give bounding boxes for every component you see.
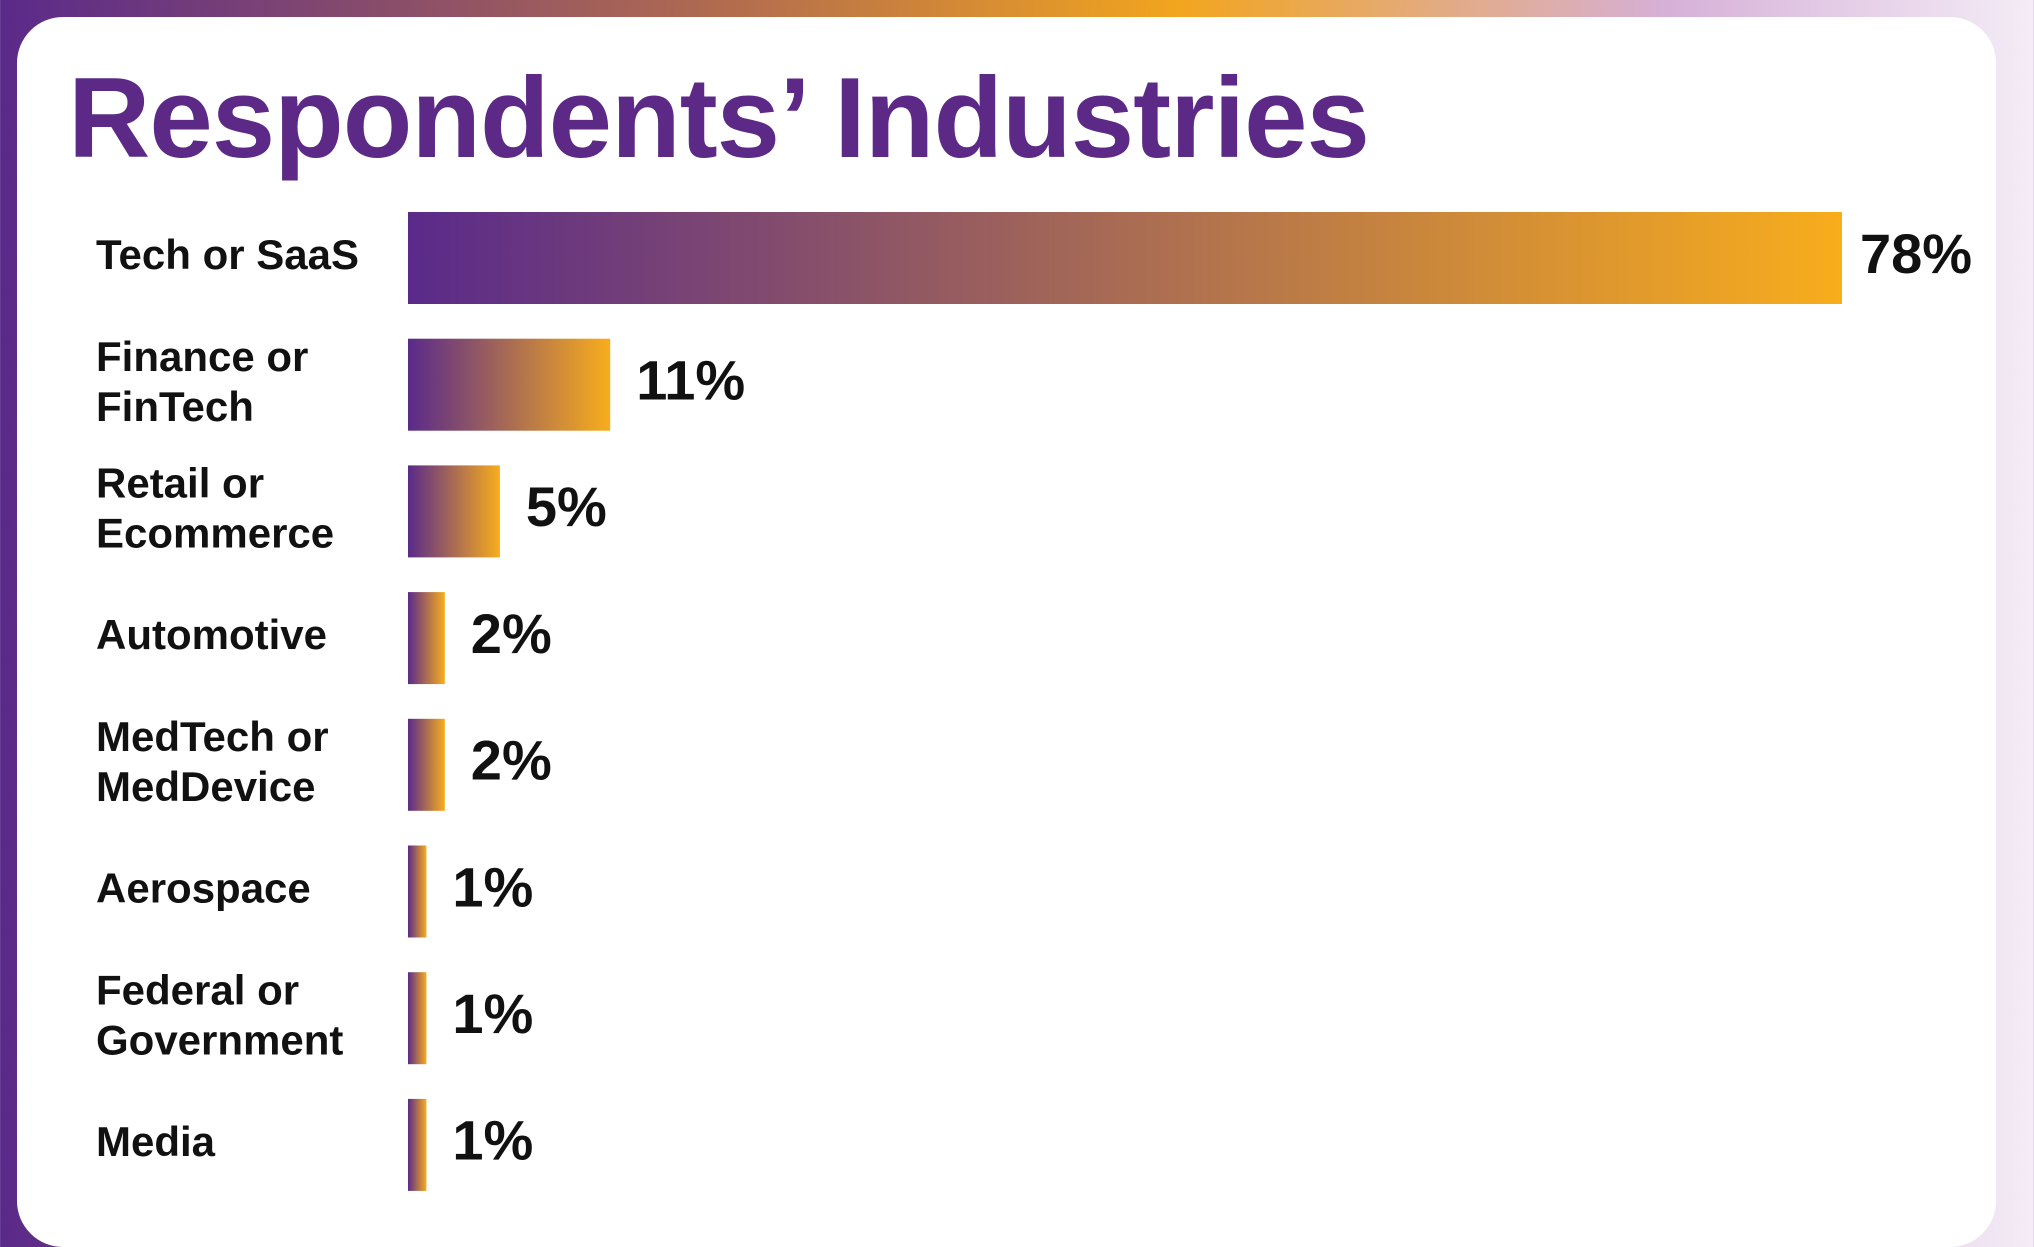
bar [408, 718, 445, 811]
value-label: 11% [636, 348, 745, 411]
bar [408, 212, 1842, 304]
category-label-line: Tech or SaaS [96, 231, 359, 278]
bar [408, 592, 445, 685]
bar [408, 338, 611, 431]
category-label: Finance or FinTech [96, 333, 308, 430]
value-label: 2% [471, 729, 552, 792]
category-label-line: MedDevice [96, 763, 315, 810]
category-label: Federal or Government [96, 966, 343, 1063]
chart-title: Respondents’ Industries [68, 55, 1370, 182]
category-label-line: Retail or [96, 459, 264, 506]
category-label: Automotive [96, 611, 327, 658]
category-label-line: Media [96, 1118, 216, 1165]
category-label-line: Government [96, 1016, 343, 1063]
bar-chart: Tech or SaaS 78% Finance or FinTech 11% Retai… [96, 212, 1972, 1191]
chart-body: Tech or SaaS 78% Finance or FinTech 11% Retai… [96, 212, 1972, 1191]
category-label-line: Aerospace [96, 865, 311, 912]
category-label: Media [96, 1118, 216, 1165]
category-label: Retail or Ecommerce [96, 459, 334, 556]
value-label: 2% [471, 602, 552, 665]
bar [408, 465, 500, 558]
bar [408, 1098, 427, 1191]
category-label-line: MedTech or [96, 713, 329, 760]
category-label: Aerospace [96, 865, 311, 912]
category-label-line: Finance or [96, 333, 308, 380]
category-label-line: Automotive [96, 611, 327, 658]
category-label-line: FinTech [96, 383, 254, 430]
value-label: 1% [452, 982, 533, 1045]
value-label: 78% [1860, 222, 1972, 285]
value-label: 1% [452, 855, 533, 918]
category-label-line: Ecommerce [96, 509, 334, 556]
value-label: 1% [452, 1109, 533, 1172]
category-label-line: Federal or [96, 966, 299, 1013]
bar [408, 845, 427, 938]
category-label: MedTech or MedDevice [96, 713, 329, 810]
value-label: 5% [526, 475, 607, 538]
bar [408, 972, 427, 1065]
category-label: Tech or SaaS [96, 231, 359, 278]
